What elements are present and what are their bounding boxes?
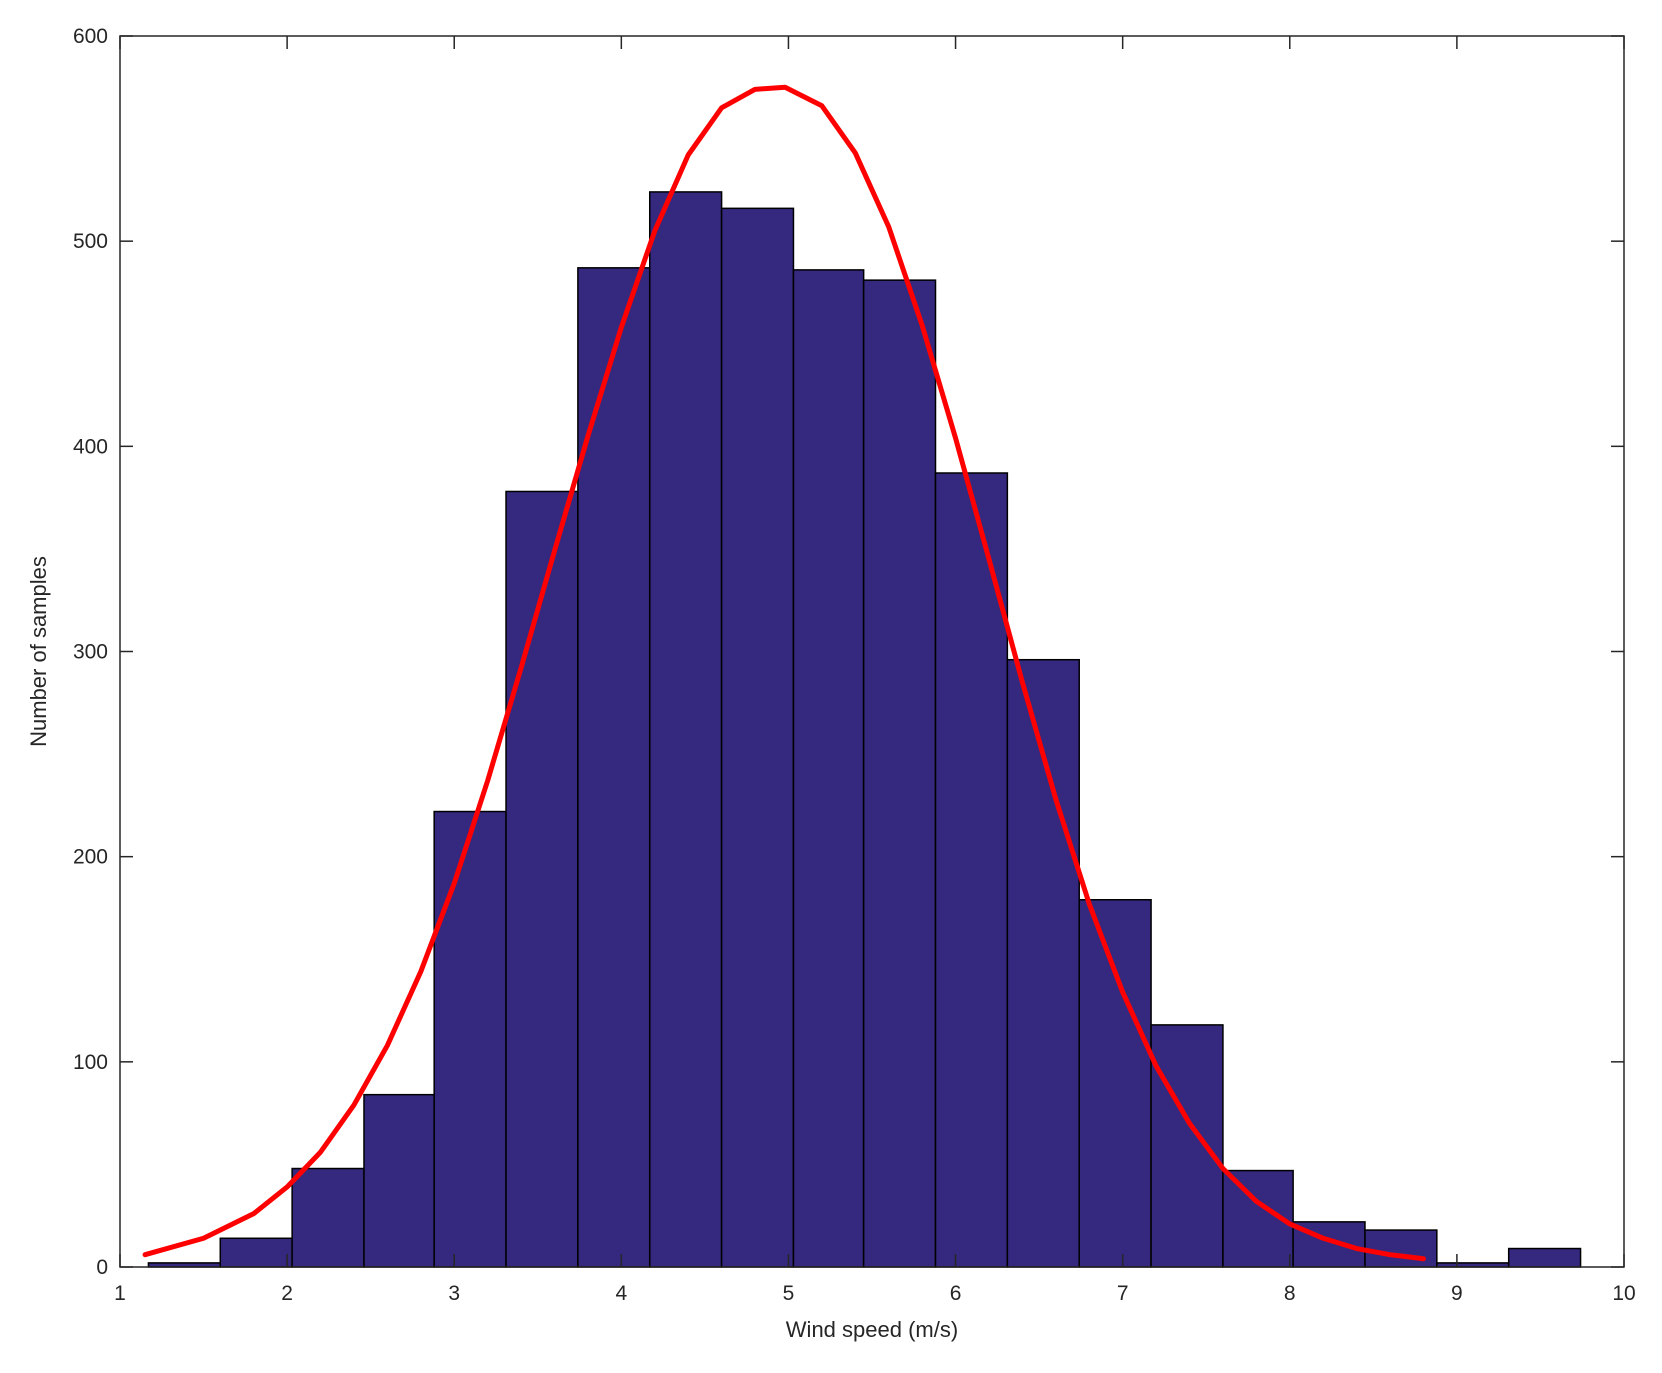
x-tick-label: 4 (615, 1282, 627, 1305)
histogram-bar (1150, 1024, 1224, 1268)
x-tick-label: 2 (281, 1282, 293, 1305)
histogram-bar (505, 490, 579, 1268)
y-tick-label: 600 (73, 25, 108, 48)
histogram-bar (1507, 1247, 1582, 1268)
x-tick-label: 9 (1451, 1282, 1463, 1305)
histogram-bar (792, 269, 865, 1268)
histogram-bars (147, 191, 1582, 1268)
histogram-bar (577, 267, 651, 1268)
x-tick-labels: 1 2 3 4 5 6 7 8 9 10 (114, 1282, 1636, 1305)
y-tick-labels: 0 100 200 300 400 500 600 (73, 25, 108, 1279)
histogram-bar (1078, 899, 1152, 1268)
histogram-bar (433, 810, 507, 1268)
x-tick-label: 7 (1117, 1282, 1129, 1305)
x-tick-label: 1 (114, 1282, 126, 1305)
axis-ticks (119, 35, 1625, 1268)
y-tick-label: 300 (73, 641, 108, 664)
y-tick-label: 400 (73, 435, 108, 458)
y-tick-label: 200 (73, 846, 108, 869)
histogram-bar (1364, 1229, 1438, 1268)
x-tick-label: 10 (1612, 1282, 1635, 1305)
histogram-bar (219, 1237, 293, 1268)
x-tick-label: 6 (950, 1282, 962, 1305)
y-tick-label: 500 (73, 230, 108, 253)
x-axis-title: Wind speed (m/s) (786, 1317, 958, 1342)
histogram-bar (291, 1167, 365, 1268)
y-tick-label: 0 (96, 1256, 108, 1279)
fit-curve-series (142, 84, 1426, 1262)
x-tick-label: 3 (448, 1282, 460, 1305)
x-tick-label: 8 (1284, 1282, 1296, 1305)
y-tick-label: 100 (73, 1051, 108, 1074)
histogram-bar (720, 207, 795, 1268)
y-axis-title: Number of samples (26, 556, 51, 747)
x-tick-label: 5 (783, 1282, 795, 1305)
histogram-bar (648, 191, 723, 1268)
histogram-bar (862, 279, 937, 1268)
histogram-bar (363, 1093, 435, 1268)
